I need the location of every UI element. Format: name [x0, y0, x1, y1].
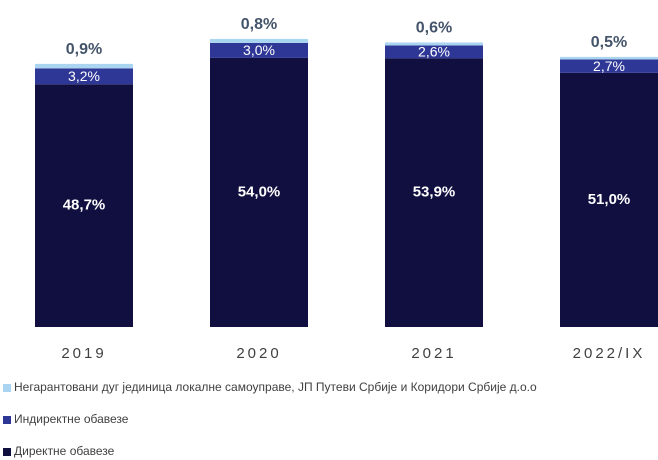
bar-segment: [35, 84, 133, 327]
legend-swatch: [3, 448, 11, 456]
bar-segment: [35, 68, 133, 85]
data-label: 3,0%: [243, 42, 275, 58]
bar-segment: [35, 63, 133, 69]
bar-segment: [210, 38, 308, 43]
bar-segment: [560, 59, 658, 73]
data-label: 0,6%: [416, 20, 452, 37]
data-label: 54,0%: [238, 183, 281, 200]
data-label: 3,2%: [68, 68, 100, 84]
x-tick-label: 2019: [61, 345, 106, 362]
legend-label: Индиректне обавезе: [14, 412, 129, 426]
data-label: 0,9%: [66, 41, 102, 58]
x-tick-label: 2022/IX: [573, 345, 646, 362]
data-label: 2,7%: [593, 58, 625, 74]
bar-segment: [210, 42, 308, 58]
data-label: 0,8%: [241, 16, 277, 33]
data-label: 53,9%: [413, 184, 456, 201]
data-label: 48,7%: [63, 197, 106, 214]
bar-segment: [385, 58, 483, 327]
data-label: 0,5%: [591, 34, 627, 51]
legend-swatch: [3, 416, 11, 424]
legend-swatch: [3, 384, 11, 392]
legend-label: Негарантовани дуг јединица локалне самоу…: [14, 380, 537, 394]
bar-segment: [560, 72, 658, 327]
bar-segment: [385, 45, 483, 59]
x-tick-label: 2020: [236, 345, 281, 362]
legend-label: Директне обавезе: [14, 444, 115, 458]
x-tick-label: 2021: [411, 345, 456, 362]
bar-segment: [385, 42, 483, 46]
bar-segment: [560, 56, 658, 60]
bar-segment: [210, 57, 308, 328]
data-label: 51,0%: [588, 191, 631, 208]
data-label: 2,6%: [418, 44, 450, 60]
